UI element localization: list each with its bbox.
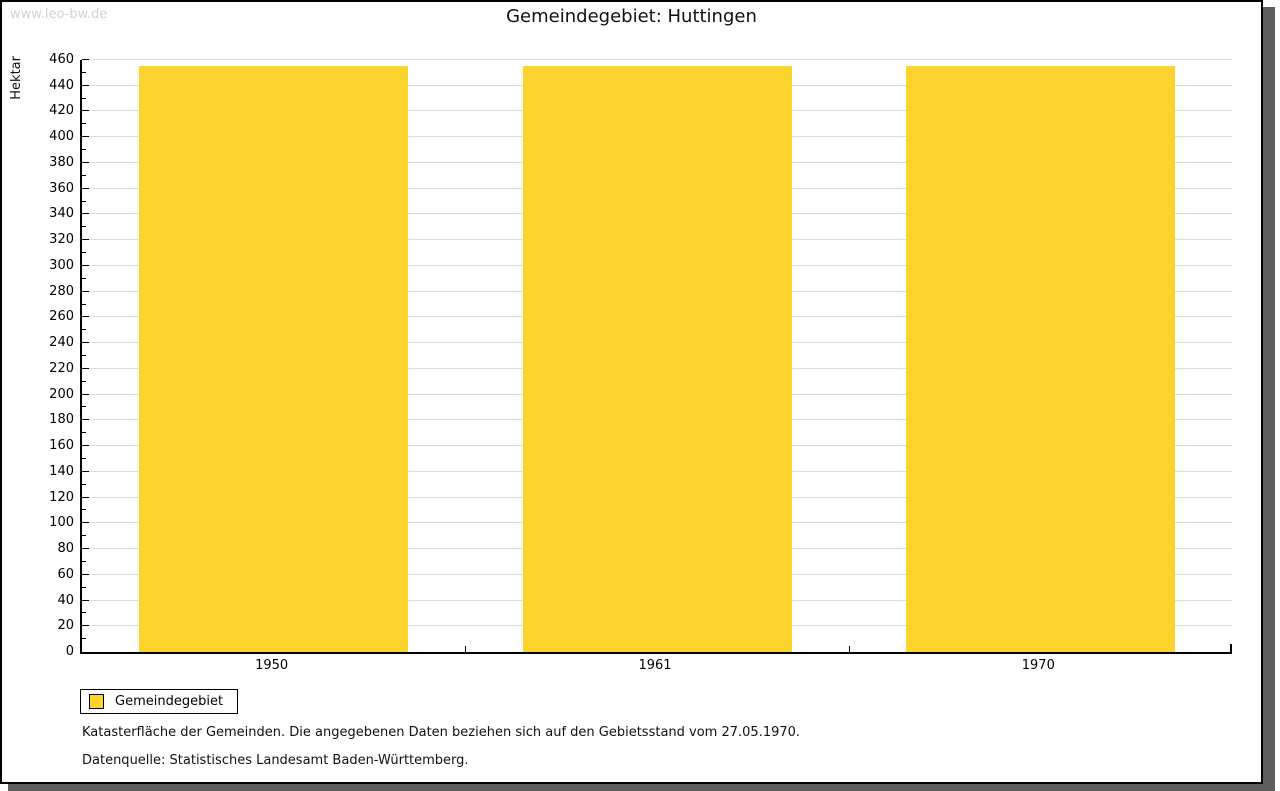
y-tick-label-120: 120	[49, 489, 74, 505]
y-tick-label-200: 200	[49, 386, 74, 402]
y-minor-tick	[82, 380, 86, 382]
y-major-tick	[82, 161, 89, 163]
y-tick-label-400: 400	[49, 129, 74, 145]
y-minor-tick	[82, 406, 86, 408]
y-minor-tick	[82, 612, 86, 614]
y-minor-tick	[82, 483, 86, 485]
page-title: Gemeindegebiet: Huttingen	[506, 6, 757, 27]
y-tick-label-320: 320	[49, 232, 74, 248]
y-major-tick	[82, 290, 89, 292]
y-major-tick	[82, 445, 89, 447]
x-category-label-1961: 1961	[638, 658, 672, 673]
legend-swatch-icon	[89, 694, 104, 709]
x-boundary-tick	[848, 646, 850, 652]
y-tick-label-240: 240	[49, 335, 74, 351]
y-major-tick	[82, 316, 89, 318]
bar-1950	[139, 66, 409, 652]
y-major-tick	[82, 522, 89, 524]
y-minor-tick	[82, 329, 86, 331]
y-tick-label-260: 260	[49, 309, 74, 325]
legend-label: Gemeindegebiet	[115, 693, 224, 709]
y-minor-tick	[82, 586, 86, 588]
y-minor-tick	[82, 457, 86, 459]
y-tick-label-160: 160	[49, 438, 74, 454]
y-axis-tick-labels: 0 20 40 60 80 100 120 140 160 180 200 220 240 260 280 3…	[30, 52, 74, 659]
y-tick-label-0: 0	[65, 644, 74, 659]
footnote-line-2: Datenquelle: Statistisches Landesamt Bad…	[82, 753, 469, 768]
y-major-tick	[82, 419, 89, 421]
y-major-tick	[82, 239, 89, 241]
bar-1970	[905, 66, 1175, 652]
y-minor-tick	[82, 509, 86, 511]
watermark-url: www.leo-bw.de	[10, 7, 108, 22]
y-major-tick	[82, 187, 89, 189]
y-minor-tick	[82, 432, 86, 434]
plot-area	[80, 59, 1232, 654]
y-minor-tick	[82, 355, 86, 356]
y-minor-tick	[82, 560, 86, 562]
y-minor-tick	[82, 226, 86, 228]
y-major-tick	[82, 84, 89, 86]
y-major-tick	[82, 367, 89, 369]
y-major-tick	[82, 136, 89, 138]
y-minor-tick	[82, 149, 86, 151]
y-major-tick	[82, 548, 89, 550]
y-major-tick	[82, 393, 89, 395]
y-minor-tick	[82, 535, 86, 537]
y-minor-tick	[82, 71, 86, 73]
y-major-tick	[82, 625, 89, 627]
y-major-tick	[82, 573, 89, 575]
y-tick-label-300: 300	[49, 257, 74, 273]
y-major-tick	[82, 599, 89, 601]
x-axis-category-labels: 1950 1961 1970	[80, 658, 1230, 676]
y-axis-label: Hektar	[9, 56, 24, 100]
y-tick-label-220: 220	[49, 360, 74, 376]
y-tick-label-100: 100	[49, 515, 74, 531]
y-major-tick	[82, 213, 89, 215]
y-tick-label-60: 60	[57, 566, 74, 582]
y-minor-tick	[82, 277, 86, 279]
y-tick-label-280: 280	[49, 283, 74, 299]
y-minor-tick	[82, 252, 86, 254]
y-tick-label-440: 440	[49, 77, 74, 93]
y-major-tick	[82, 470, 89, 472]
y-major-tick	[82, 264, 89, 266]
x-category-label-1950: 1950	[255, 658, 289, 673]
y-major-tick	[82, 110, 89, 112]
footnote-line-1: Katasterfläche der Gemeinden. Die angege…	[82, 725, 801, 740]
y-minor-tick	[82, 123, 86, 125]
y-tick-label-340: 340	[49, 206, 74, 222]
gridline-460	[82, 59, 1232, 60]
y-tick-label-460: 460	[49, 52, 74, 67]
y-tick-label-140: 140	[49, 463, 74, 479]
y-minor-tick	[82, 303, 86, 305]
y-tick-label-80: 80	[57, 541, 74, 557]
y-tick-label-420: 420	[49, 103, 74, 119]
x-category-label-1970: 1970	[1021, 658, 1055, 673]
bar-1961	[522, 66, 792, 652]
y-minor-tick	[82, 200, 86, 202]
chart-page: www.leo-bw.de Gemeindegebiet: Huttingen …	[0, 0, 1263, 784]
y-minor-tick	[82, 638, 86, 640]
y-major-tick	[82, 496, 89, 498]
y-tick-label-20: 20	[57, 618, 74, 634]
legend: Gemeindegebiet	[80, 689, 239, 714]
y-minor-tick	[82, 97, 86, 99]
x-boundary-tick	[465, 646, 467, 652]
y-tick-label-40: 40	[57, 592, 74, 608]
y-tick-label-180: 180	[49, 412, 74, 428]
y-major-tick	[82, 59, 89, 60]
y-minor-tick	[82, 174, 86, 176]
y-major-tick	[82, 342, 89, 344]
y-tick-label-360: 360	[49, 180, 74, 196]
x-axis-end-cap	[1230, 644, 1232, 652]
y-tick-label-380: 380	[49, 154, 74, 170]
